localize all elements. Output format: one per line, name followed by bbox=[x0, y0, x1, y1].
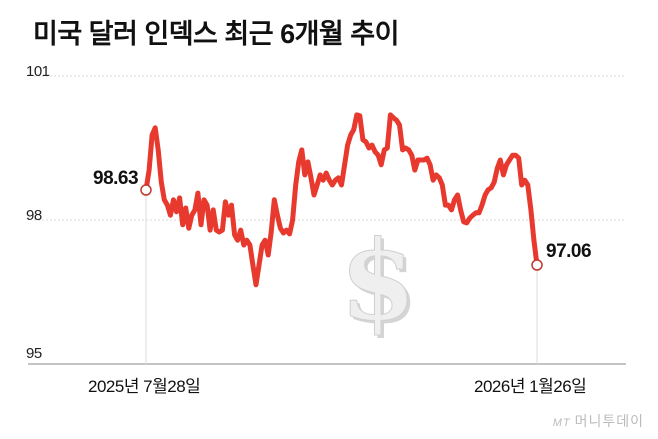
end-value-label: 97.06 bbox=[546, 241, 592, 262]
y-tick-95: 95 bbox=[26, 345, 42, 362]
svg-text:$: $ bbox=[340, 216, 417, 345]
publisher-credit: MT 머니투데이 bbox=[553, 411, 644, 431]
chart-title: 미국 달러 인덱스 최근 6개월 추이 bbox=[33, 19, 399, 49]
y-tick-98: 98 bbox=[26, 207, 42, 224]
dollar-sign-icon: $ $ bbox=[339, 215, 420, 348]
publisher-name: 머니투데이 bbox=[574, 413, 644, 429]
x-tick-end: 2026년 1월26일 bbox=[474, 377, 587, 396]
dollar-index-line bbox=[143, 112, 540, 288]
start-value-label: 98.63 bbox=[93, 168, 139, 189]
svg-text:$: $ bbox=[343, 219, 420, 348]
mt-logo-icon: MT bbox=[552, 417, 571, 429]
end-marker bbox=[531, 259, 543, 271]
y-tick-101: 101 bbox=[26, 63, 50, 80]
x-tick-start: 2025년 7월28일 bbox=[88, 377, 201, 396]
start-marker bbox=[140, 184, 152, 196]
